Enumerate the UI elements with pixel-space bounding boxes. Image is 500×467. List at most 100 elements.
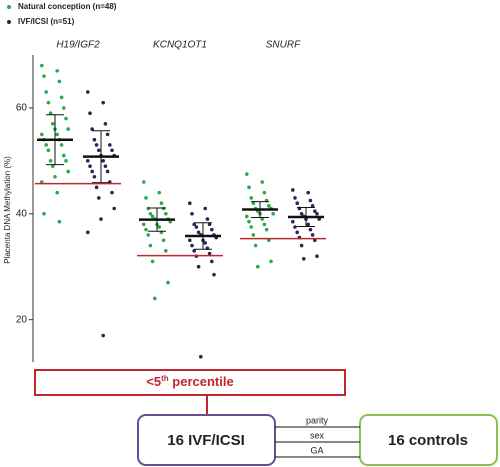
data-point [210, 227, 214, 232]
y-tick-label: 40 [16, 208, 28, 219]
data-point [293, 196, 297, 200]
data-point [249, 196, 253, 200]
data-point [188, 201, 192, 206]
data-point [55, 190, 59, 195]
data-point [207, 251, 212, 256]
data-point [59, 143, 64, 147]
y-tick-label: 20 [16, 314, 28, 325]
data-point [150, 259, 155, 264]
data-point [146, 206, 150, 211]
data-point [199, 354, 203, 359]
data-point [97, 196, 101, 200]
data-point [144, 196, 148, 200]
data-point [86, 230, 90, 235]
case-box [137, 414, 276, 466]
data-point [166, 280, 170, 285]
data-point [112, 206, 116, 211]
data-point [260, 217, 265, 221]
data-point [159, 201, 164, 206]
data-point [262, 190, 267, 195]
data-point [164, 249, 168, 253]
data-point [57, 219, 62, 224]
data-point [66, 127, 70, 131]
data-point [148, 211, 153, 216]
data-point [267, 204, 271, 208]
data-point [164, 211, 168, 216]
data-point [207, 222, 212, 227]
data-point [66, 169, 70, 174]
data-point [262, 222, 267, 227]
legend-marker [7, 5, 11, 9]
data-point [260, 180, 265, 184]
data-point [247, 219, 251, 224]
data-point [161, 238, 166, 243]
data-point [196, 230, 201, 235]
data-point [295, 201, 300, 206]
data-point [310, 204, 315, 208]
data-point [205, 217, 210, 221]
y-axis-label: Placenta DNA Methylation (%) [3, 156, 12, 264]
data-point [92, 174, 97, 179]
data-point [44, 143, 48, 147]
data-point [53, 174, 57, 179]
data-point [44, 90, 48, 94]
y-tick-label: 60 [16, 103, 28, 114]
data-point [88, 111, 92, 116]
data-point [161, 206, 166, 211]
data-point [64, 159, 68, 163]
data-point [192, 249, 196, 253]
legend-label: Natural conception (n=48) [18, 2, 117, 11]
data-point [255, 264, 260, 269]
data-point [86, 90, 90, 94]
data-point [142, 222, 146, 227]
data-point [308, 227, 313, 232]
data-point [40, 63, 44, 68]
matching-label: GA [310, 445, 323, 455]
data-point [190, 243, 194, 248]
data-point [308, 198, 313, 203]
data-point [103, 122, 108, 126]
data-point [203, 206, 207, 211]
data-point [86, 159, 90, 163]
data-point [101, 159, 105, 163]
data-point [101, 333, 105, 338]
data-point [153, 296, 157, 301]
threshold-box [34, 369, 346, 396]
threshold-prefix: <5 [146, 374, 161, 389]
category-label: H19/IGF2 [56, 40, 100, 51]
data-point [196, 264, 201, 269]
data-point [157, 190, 161, 195]
data-point [247, 185, 251, 190]
matching-label: parity [306, 415, 329, 425]
data-point [144, 227, 148, 232]
data-point [192, 222, 196, 227]
data-point [210, 259, 214, 264]
data-point [101, 100, 105, 105]
data-point [42, 74, 46, 78]
data-point [194, 225, 199, 229]
data-point [46, 100, 51, 105]
matching-label: sex [310, 430, 325, 440]
data-point [97, 148, 101, 153]
data-point [110, 148, 114, 153]
data-point [291, 188, 295, 192]
legend-marker [7, 20, 11, 24]
data-point [55, 69, 59, 73]
data-point [188, 238, 192, 243]
control-box-label: 16 controls [388, 432, 468, 449]
data-point [62, 106, 66, 110]
data-point [42, 211, 46, 216]
data-point [110, 190, 114, 195]
data-point [251, 201, 256, 206]
data-point [299, 243, 304, 248]
data-point [245, 214, 249, 219]
data-point [48, 159, 53, 163]
data-point [150, 214, 155, 219]
data-point [62, 153, 66, 158]
data-point [51, 122, 55, 126]
data-point [271, 211, 276, 216]
data-point [64, 116, 68, 121]
data-point [315, 211, 319, 216]
